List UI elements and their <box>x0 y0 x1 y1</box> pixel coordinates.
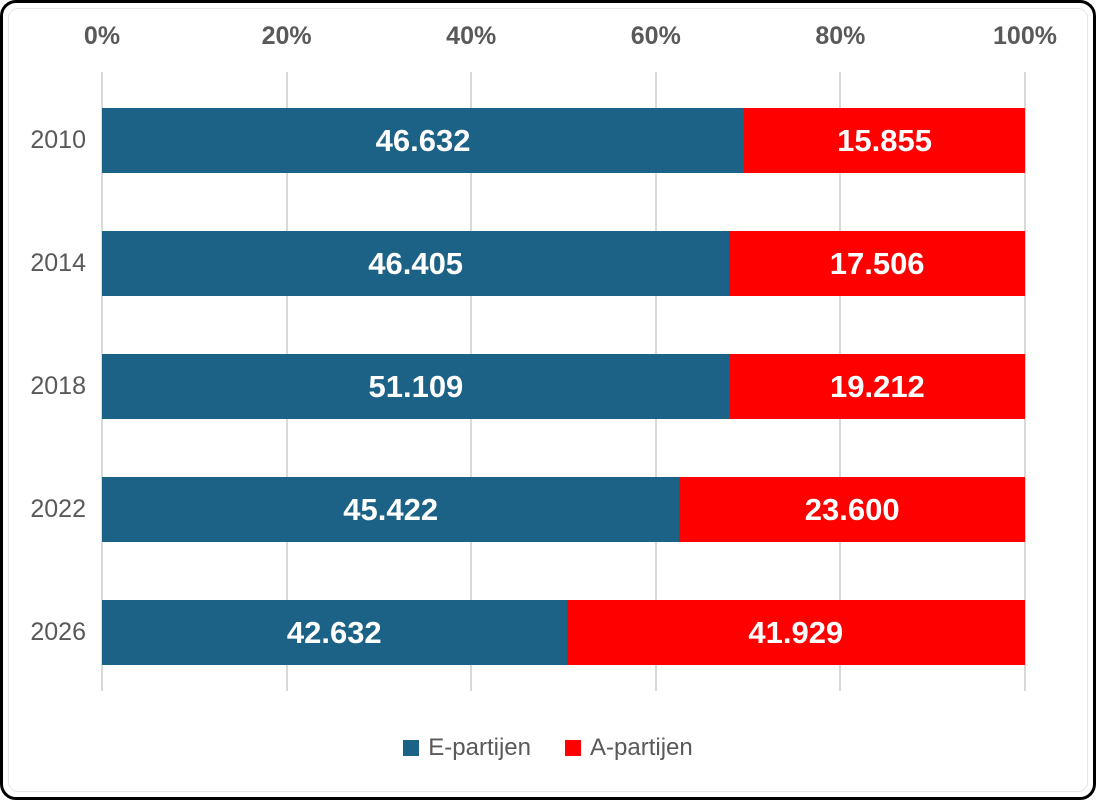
bar-row: 2010 46.632 15.855 <box>3 108 1093 173</box>
bar-segment-e-partijen: 51.109 <box>102 354 730 419</box>
bar-segment-a-partijen: 41.929 <box>566 600 1025 665</box>
bar-data-label: 41.929 <box>748 614 844 650</box>
bar-data-label: 51.109 <box>368 368 464 404</box>
legend-item-a-partijen: A-partijen <box>565 734 693 762</box>
bar-data-label: 45.422 <box>343 491 439 527</box>
bar-data-label: 42.632 <box>286 614 382 650</box>
category-label: 2026 <box>30 618 86 646</box>
legend-swatch-icon <box>565 740 581 756</box>
bar-data-label: 17.506 <box>829 245 925 281</box>
x-axis-tick-label: 100% <box>993 22 1057 50</box>
plot-area: 2010 46.632 15.855 2014 46.405 17.506 2018 51.1… <box>30 72 1026 691</box>
bar-segment-e-partijen: 46.632 <box>102 108 745 173</box>
category-label: 2014 <box>30 249 86 277</box>
legend-swatch-icon <box>403 740 420 756</box>
bar-segment-a-partijen: 19.212 <box>729 354 1025 419</box>
bar-data-label: 23.600 <box>804 491 900 527</box>
bar-segment-e-partijen: 42.632 <box>102 600 567 665</box>
bar-segment-e-partijen: 45.422 <box>102 477 680 542</box>
category-label: 2018 <box>30 372 86 400</box>
bar-track: 42.632 41.929 <box>102 600 1025 665</box>
bar-row: 2022 45.422 23.600 <box>3 477 1093 542</box>
bar-segment-a-partijen: 23.600 <box>679 477 1025 542</box>
gridline <box>1024 72 1026 691</box>
bar-data-label: 19.212 <box>829 368 925 404</box>
bar-segment-e-partijen: 46.405 <box>102 231 730 296</box>
x-axis-tick-label: 80% <box>815 22 866 50</box>
bar-track: 46.405 17.506 <box>102 231 1025 296</box>
x-axis-top: 0% 20% 40% 60% 80% 100% <box>84 20 1057 52</box>
category-label: 2022 <box>30 495 86 523</box>
bar-row: 2014 46.405 17.506 <box>3 231 1093 296</box>
x-axis-tick-label: 60% <box>630 22 681 50</box>
bar-row: 2018 51.109 19.212 <box>3 354 1093 419</box>
bars: 2010 46.632 15.855 2014 46.405 17.506 2018 51.1… <box>30 72 1025 691</box>
bar-data-label: 15.855 <box>837 122 932 158</box>
bar-segment-a-partijen: 15.855 <box>744 108 1025 173</box>
x-axis-tick-label: 0% <box>83 22 121 50</box>
x-axis-tick-label: 20% <box>261 22 312 50</box>
bar-data-label: 46.632 <box>375 122 471 158</box>
legend-label: A-partijen <box>590 734 693 761</box>
bar-track: 45.422 23.600 <box>102 477 1025 542</box>
bar-segment-a-partijen: 17.506 <box>729 231 1025 296</box>
bar-track: 46.632 15.855 <box>102 108 1025 173</box>
bar-data-label: 46.405 <box>368 245 464 281</box>
bar-row: 2026 42.632 41.929 <box>3 600 1093 665</box>
bar-track: 51.109 19.212 <box>102 354 1025 419</box>
x-axis-tick-label: 40% <box>446 22 497 50</box>
category-label: 2010 <box>30 126 86 154</box>
legend: E-partijen A-partijen <box>3 730 1093 766</box>
legend-item-e-partijen: E-partijen <box>403 734 531 762</box>
legend-label: E-partijen <box>428 734 531 761</box>
